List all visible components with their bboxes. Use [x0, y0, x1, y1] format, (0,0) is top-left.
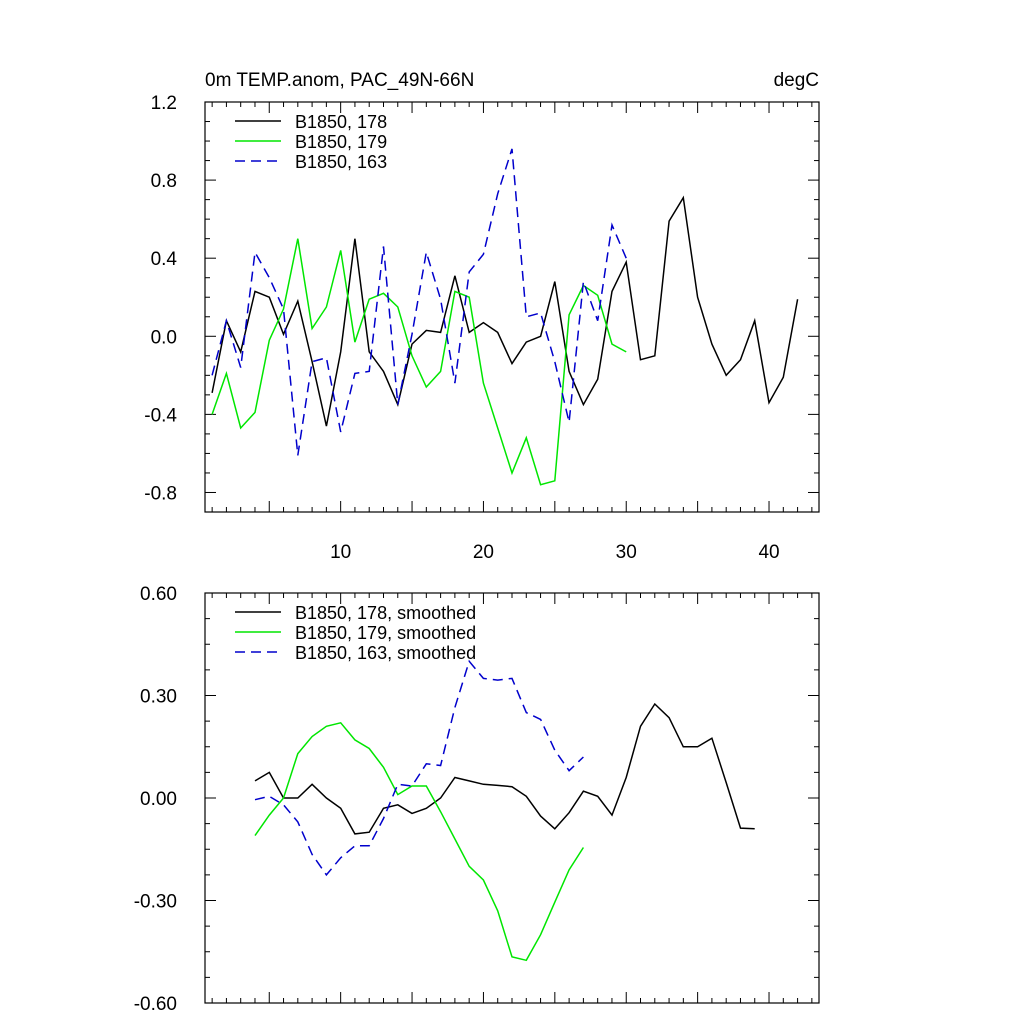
legend-label: B1850, 179, smoothed [295, 623, 476, 643]
series-line [254, 721, 585, 962]
top-panel-ticks: 1.2 0.8 0.4 0.0 -0.4 -0.8 10 20 30 40 [144, 93, 819, 563]
top-panel-title: 0m TEMP.anom, PAC_49N-66N [205, 70, 474, 91]
y-tick-label: 0.4 [151, 249, 178, 270]
y-tick-label: -0.30 [134, 892, 177, 913]
y-tick-label: 0.00 [140, 789, 177, 810]
top-panel-series [211, 148, 799, 486]
y-tick-label: 0.8 [151, 171, 177, 192]
x-tick-label: 10 [330, 542, 351, 563]
y-tick-label: 1.2 [151, 93, 177, 114]
y-tick-label: -0.60 [134, 994, 177, 1015]
series-line [254, 702, 755, 835]
x-tick-label: 30 [616, 542, 637, 563]
x-tick-label: 40 [758, 542, 779, 563]
bottom-panel-series [254, 659, 755, 962]
series-line [211, 148, 627, 456]
series-line [254, 659, 584, 877]
series-line [211, 238, 627, 486]
legend-label: B1850, 163 [295, 152, 387, 172]
bottom-panel-ticks: 0.60 0.30 0.00 -0.30 -0.60 [134, 584, 819, 1015]
legend-label: B1850, 163, smoothed [295, 643, 476, 663]
series-line [211, 195, 799, 427]
y-tick-label: 0.30 [140, 687, 177, 708]
y-tick-label: 0.60 [140, 584, 177, 605]
x-tick-label: 20 [473, 542, 494, 563]
bottom-panel-frame [204, 592, 820, 1004]
y-tick-label: -0.8 [144, 483, 177, 504]
bottom-panel: 0.60 0.30 0.00 -0.30 -0.60 B1850, 178, smoot… [134, 584, 820, 1015]
top-panel-units-label: degC [774, 70, 819, 91]
y-tick-label: 0.0 [151, 327, 177, 348]
top-panel: 1.2 0.8 0.4 0.0 -0.4 -0.8 10 20 30 40 0m TEMP.ano… [144, 70, 820, 563]
y-tick-label: -0.4 [144, 405, 177, 426]
legend-label: B1850, 178, smoothed [295, 603, 476, 623]
legend-label: B1850, 178 [295, 112, 387, 132]
top-panel-frame [204, 101, 820, 513]
legend-label: B1850, 179 [295, 132, 387, 152]
